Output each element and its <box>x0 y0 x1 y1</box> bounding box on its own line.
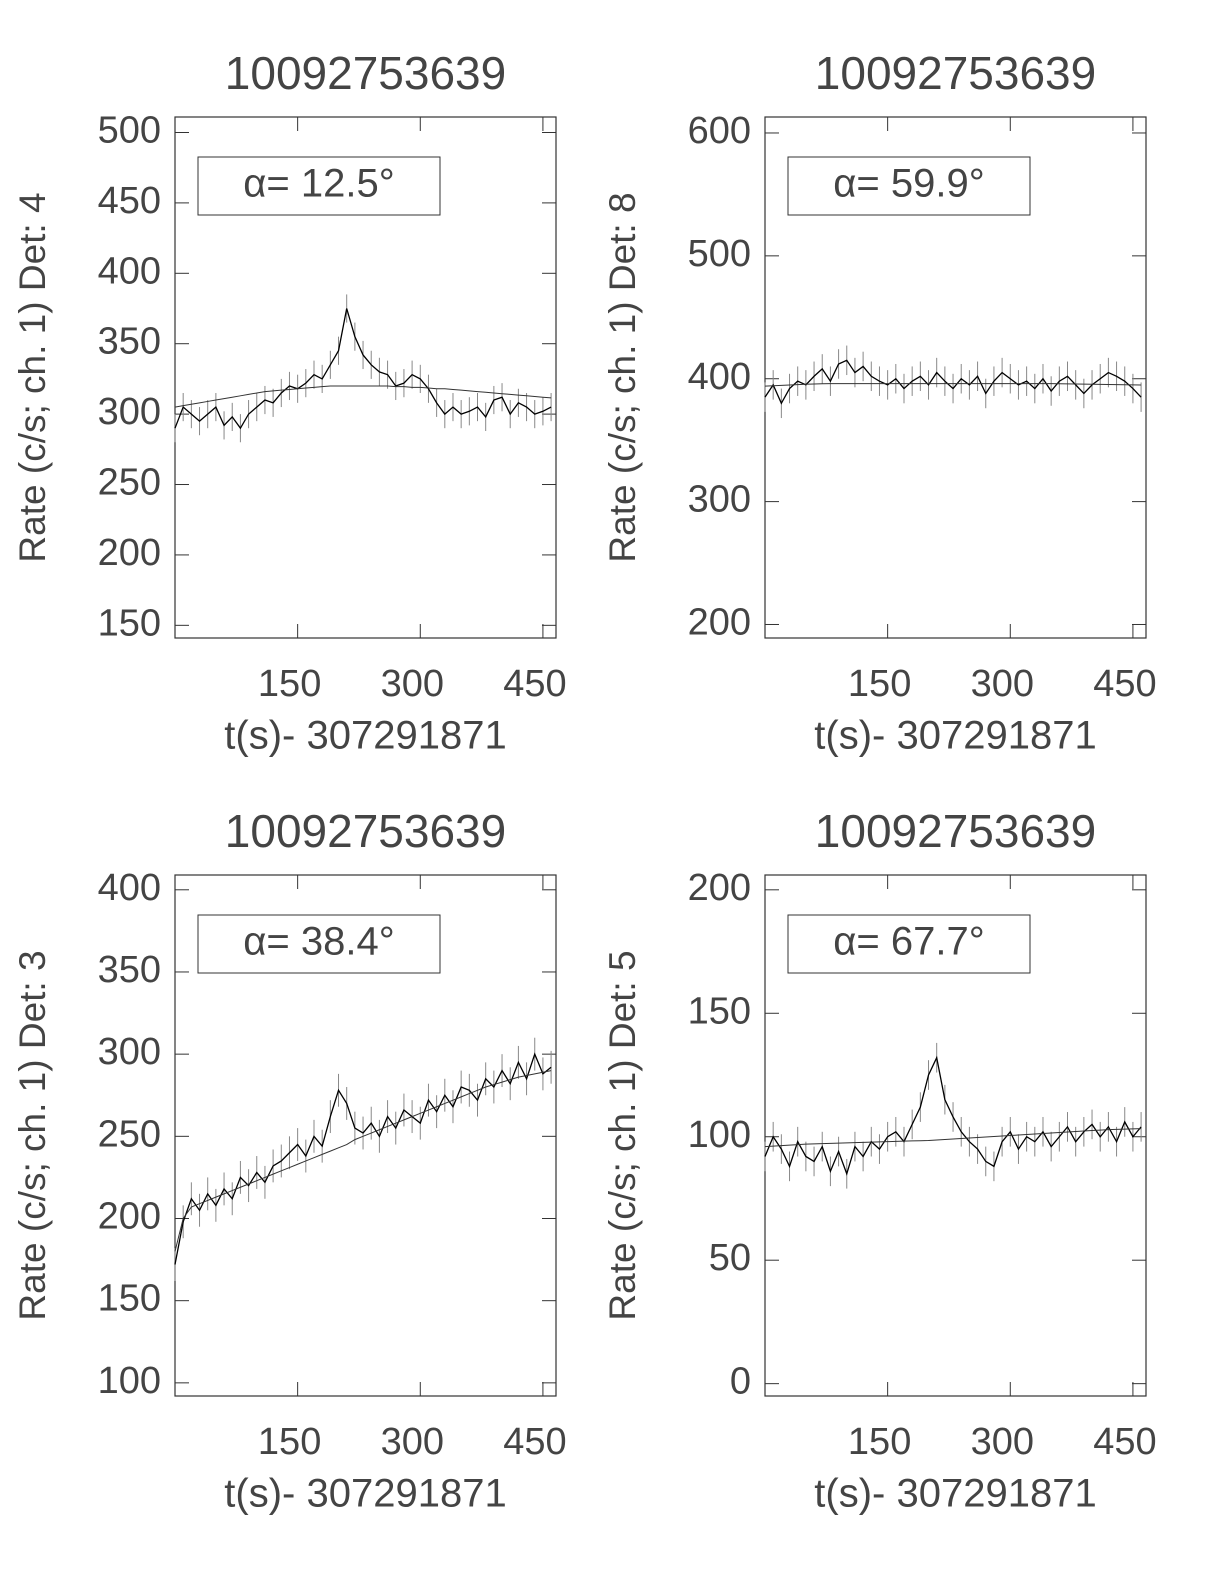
chart-title: 10092753639 <box>225 47 506 99</box>
annotation-box <box>197 156 441 216</box>
y-tick-label: 150 <box>98 1278 161 1320</box>
subplot: 10092753639 Rate (c/s; ch. 1) Det: 5 t(s)-… <box>602 805 1157 1515</box>
x-tick-label: 300 <box>381 1421 444 1463</box>
fit-line <box>174 385 552 408</box>
x-axis-label: t(s)- 307291871 <box>814 714 1096 758</box>
x-tick-label: 150 <box>258 663 321 705</box>
y-axis-label: Rate (c/s; ch. 1) Det: 8 <box>602 192 643 562</box>
x-tick-label: 300 <box>971 1421 1034 1463</box>
x-tick-label: 450 <box>1093 1421 1156 1463</box>
x-tick-label: 150 <box>258 1421 321 1463</box>
annotation-box <box>787 914 1031 974</box>
fit-line <box>174 1070 552 1252</box>
y-tick-label: 300 <box>688 479 751 521</box>
data-line <box>174 1052 552 1265</box>
y-tick-label: 300 <box>98 391 161 433</box>
annotation: α= 59.9° <box>833 162 984 206</box>
annotation: α= 38.4° <box>243 920 394 964</box>
x-tick-label: 450 <box>503 1421 566 1463</box>
annotation-box <box>787 156 1031 216</box>
fit-line <box>764 383 1142 387</box>
chart-title: 10092753639 <box>225 805 506 857</box>
y-axis-label: Rate (c/s; ch. 1) Det: 5 <box>602 950 643 1320</box>
fit-line <box>764 1128 1142 1148</box>
y-tick-label: 600 <box>688 110 751 152</box>
y-tick-label: 400 <box>688 356 751 398</box>
subplot: 10092753639 Rate (c/s; ch. 1) Det: 4 t(s)-… <box>12 47 567 757</box>
y-tick-label: 400 <box>98 250 161 292</box>
x-axis-label: t(s)- 307291871 <box>224 714 506 758</box>
y-tick-label: 250 <box>98 1113 161 1155</box>
y-tick-label: 500 <box>98 110 161 152</box>
y-tick-label: 200 <box>98 1196 161 1238</box>
y-tick-label: 100 <box>688 1114 751 1156</box>
y-tick-label: 0 <box>730 1361 751 1403</box>
y-tick-label: 300 <box>98 1031 161 1073</box>
x-tick-label: 300 <box>971 663 1034 705</box>
x-tick-label: 300 <box>381 663 444 705</box>
y-tick-label: 350 <box>98 321 161 363</box>
x-tick-label: 150 <box>848 1421 911 1463</box>
y-tick-label: 350 <box>98 949 161 991</box>
x-tick-label: 450 <box>1093 663 1156 705</box>
plot-frame <box>174 874 557 1397</box>
y-tick-label: 50 <box>709 1237 751 1279</box>
x-tick-label: 450 <box>503 663 566 705</box>
y-tick-label: 100 <box>98 1360 161 1402</box>
annotation: α= 12.5° <box>243 162 394 206</box>
y-axis-label: Rate (c/s; ch. 1) Det: 3 <box>12 950 53 1320</box>
plot-frame <box>174 116 557 639</box>
x-tick-label: 150 <box>848 663 911 705</box>
y-tick-label: 150 <box>688 990 751 1032</box>
y-tick-label: 500 <box>688 233 751 275</box>
annotation: α= 67.7° <box>833 920 984 964</box>
y-tick-label: 150 <box>98 602 161 644</box>
annotation-box <box>197 914 441 974</box>
y-tick-label: 200 <box>98 532 161 574</box>
x-axis-label: t(s)- 307291871 <box>814 1472 1096 1516</box>
subplot: 10092753639 Rate (c/s; ch. 1) Det: 3 t(s)-… <box>12 805 567 1515</box>
plot-frame <box>764 116 1147 639</box>
y-tick-label: 450 <box>98 180 161 222</box>
y-tick-label: 200 <box>688 602 751 644</box>
y-tick-label: 250 <box>98 462 161 504</box>
y-tick-label: 200 <box>688 867 751 909</box>
data-line <box>764 1055 1142 1176</box>
data-line <box>764 359 1142 405</box>
x-axis-label: t(s)- 307291871 <box>224 1472 506 1516</box>
chart-title: 10092753639 <box>815 47 1096 99</box>
data-line <box>174 308 552 430</box>
chart-title: 10092753639 <box>815 805 1096 857</box>
y-axis-label: Rate (c/s; ch. 1) Det: 4 <box>12 192 53 562</box>
subplot: 10092753639 Rate (c/s; ch. 1) Det: 8 t(s)-… <box>602 47 1157 757</box>
plot-frame <box>764 874 1147 1397</box>
y-tick-label: 400 <box>98 867 161 909</box>
